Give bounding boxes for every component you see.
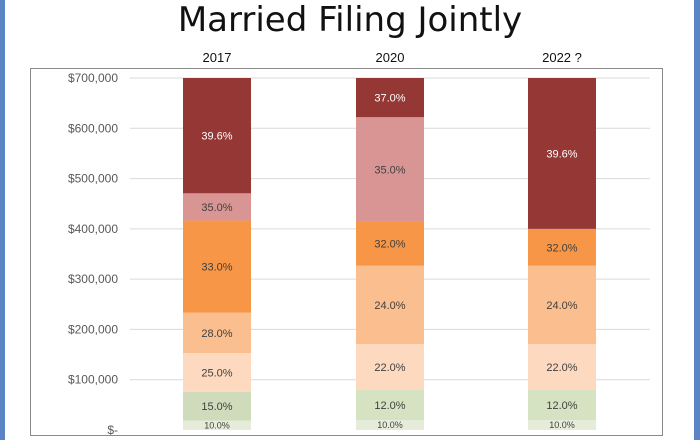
data-label: 24.0% — [374, 300, 405, 312]
bar-segment — [356, 343, 424, 390]
data-label: 35.0% — [201, 202, 232, 214]
bar-segment — [183, 78, 251, 194]
data-label: 33.0% — [201, 262, 232, 274]
bar-segment — [356, 117, 424, 222]
y-tick-label: $500,000 — [68, 172, 118, 186]
bar-segment — [528, 389, 596, 421]
data-label: 12.0% — [374, 400, 405, 412]
y-tick-label: $400,000 — [68, 222, 118, 236]
data-label: 12.0% — [546, 400, 577, 412]
bar-segment — [356, 389, 424, 421]
data-label: 25.0% — [201, 367, 232, 379]
data-label: 10.0% — [549, 420, 575, 430]
y-tick-label: $600,000 — [68, 121, 118, 135]
bar-segment — [183, 391, 251, 421]
category-label: 2017 — [203, 50, 232, 65]
bar-segment — [183, 312, 251, 354]
y-tick-label: $300,000 — [68, 272, 118, 286]
chart-title: Married Filing Jointly — [177, 0, 523, 40]
bar-segment — [356, 221, 424, 266]
y-tick-label: $200,000 — [68, 322, 118, 336]
bar-segment — [528, 228, 596, 266]
data-label: 22.0% — [374, 362, 405, 374]
bar-segment — [183, 193, 251, 221]
bar-segment — [528, 420, 596, 430]
category-label: 2022 ? — [542, 50, 582, 65]
data-label: 10.0% — [377, 420, 403, 430]
bar-segment — [183, 220, 251, 313]
data-label: 28.0% — [201, 328, 232, 340]
y-tick-label: $100,000 — [68, 373, 118, 387]
y-tick-label: $700,000 — [68, 71, 118, 85]
data-label: 37.0% — [374, 93, 405, 105]
data-label: 10.0% — [204, 420, 230, 430]
data-label: 35.0% — [374, 164, 405, 176]
bar-segment — [356, 78, 424, 118]
data-label: 39.6% — [546, 148, 577, 160]
data-label: 32.0% — [546, 242, 577, 254]
data-label: 32.0% — [374, 239, 405, 251]
data-label: 22.0% — [546, 362, 577, 374]
data-label: 24.0% — [546, 300, 577, 312]
bar-segment — [528, 78, 596, 229]
data-label: 15.0% — [201, 401, 232, 413]
bar-segment — [183, 420, 251, 430]
category-label: 2020 — [376, 50, 405, 65]
bar-segment — [356, 420, 424, 430]
y-tick-label: $- — [107, 423, 118, 437]
data-label: 39.6% — [201, 131, 232, 143]
bar-segment — [528, 265, 596, 344]
window-edge-left — [0, 0, 5, 440]
bar-segment — [183, 353, 251, 392]
window-edge-right — [694, 0, 700, 440]
bar-segment — [356, 265, 424, 344]
bar-segment — [528, 343, 596, 390]
